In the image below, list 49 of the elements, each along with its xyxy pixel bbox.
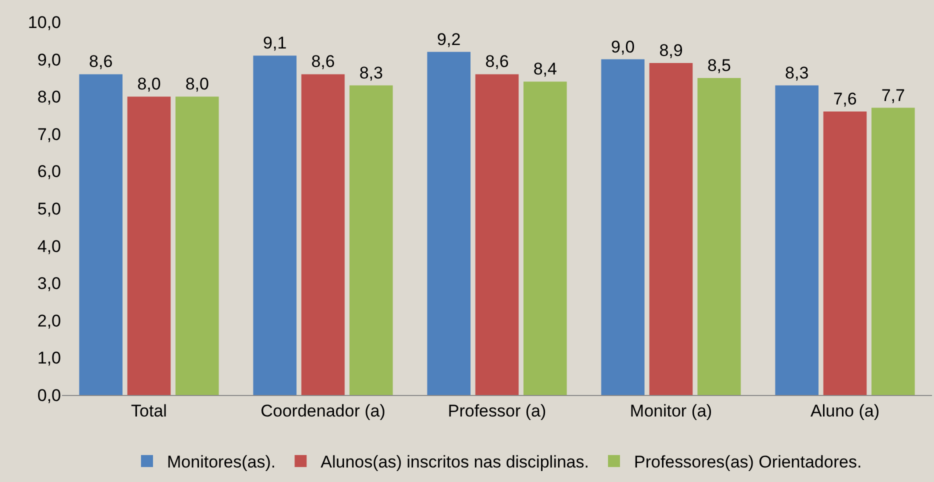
bar — [475, 74, 519, 395]
y-tick-label: 6,0 — [37, 162, 61, 182]
y-tick-label: 5,0 — [37, 199, 61, 218]
legend-label: Professores(as) Orientadores. — [634, 452, 862, 472]
data-label: 8,6 — [89, 52, 113, 72]
y-tick-label: 8,0 — [37, 88, 61, 107]
data-label: 8,0 — [185, 74, 209, 94]
data-label: 9,1 — [263, 34, 287, 53]
bar — [301, 74, 345, 395]
bar — [127, 96, 171, 395]
legend-label: Alunos(as) inscritos nas disciplinas. — [320, 452, 589, 472]
data-label: 8,9 — [659, 41, 683, 60]
x-tick-label: Coordenador (a) — [260, 401, 386, 420]
y-tick-label: 0,0 — [37, 386, 61, 405]
bar — [601, 59, 645, 395]
bar — [175, 96, 219, 395]
bar — [79, 74, 123, 395]
y-tick-label: 1,0 — [37, 348, 61, 368]
bar — [253, 56, 297, 395]
data-label: 9,2 — [437, 30, 461, 49]
bar — [697, 78, 741, 395]
y-tick-label: 3,0 — [37, 274, 61, 294]
data-label: 9,0 — [611, 37, 635, 56]
data-label: 7,7 — [881, 86, 905, 105]
data-label: 8,6 — [311, 52, 335, 72]
legend-label: Monitores(as). — [167, 452, 276, 472]
data-label: 8,3 — [359, 63, 383, 82]
y-tick-label: 2,0 — [37, 311, 61, 330]
bar — [349, 85, 393, 395]
y-tick-label: 10,0 — [28, 12, 61, 32]
y-tick-label: 7,0 — [37, 124, 61, 144]
y-tick-label: 4,0 — [37, 236, 61, 256]
data-label: 8,0 — [137, 74, 161, 94]
x-tick-label: Monitor (a) — [630, 401, 712, 420]
data-label: 8,5 — [707, 56, 731, 75]
data-label: 7,6 — [833, 90, 857, 109]
bar — [775, 85, 819, 395]
x-tick-label: Aluno (a) — [810, 401, 880, 420]
data-label: 8,3 — [785, 63, 809, 82]
x-tick-label: Total — [131, 401, 167, 420]
y-tick-label: 9,0 — [37, 50, 61, 70]
bar — [871, 108, 915, 395]
data-label: 8,4 — [533, 60, 557, 79]
bar — [523, 82, 567, 395]
bar — [427, 52, 471, 395]
data-label: 8,6 — [485, 52, 509, 72]
bar — [823, 112, 867, 395]
x-tick-label: Professor (a) — [448, 401, 546, 420]
bar — [649, 63, 693, 395]
